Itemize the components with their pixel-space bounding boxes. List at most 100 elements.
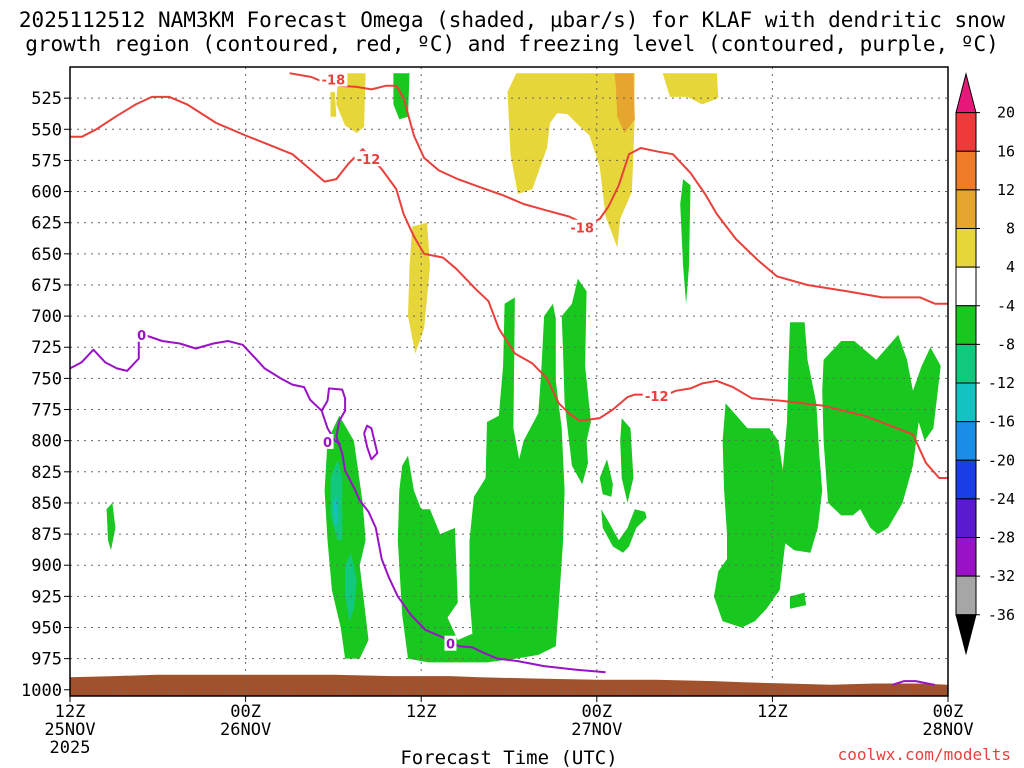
colorbar-label-11: -28 [988,529,1015,547]
y-tick-label-14: 875 [31,525,62,545]
freezing-contour-label-3-bg [444,635,457,651]
colorbar-bin-6 [955,305,977,345]
colorbar-bin-4 [955,228,977,268]
colorbar-label-12: -32 [988,567,1015,585]
colorbar-label-10: -24 [988,490,1015,508]
x-tick-label-5: 00Z [933,702,964,722]
dgz-contour-label-3-bg [319,71,348,87]
y-tick-label-13: 850 [31,494,62,514]
dgz-contour-label-4-bg [568,219,597,235]
y-tick-label-4: 625 [31,214,62,234]
y-tick-label-18: 975 [31,650,62,670]
omega-region-19 [744,440,755,460]
colorbar-label-6: -8 [997,335,1015,353]
dgz-contour-label-2: -12 [645,390,669,405]
freezing-contour-label-2: 0 [323,436,332,451]
omega-region-11 [397,297,565,663]
x-tick-date-0: 25NOV [44,720,95,740]
colorbar-label-3: 8 [1006,220,1015,238]
x-tick-date-5: 28NOV [922,720,973,740]
colorbar-bin-1 [955,112,977,152]
y-tick-label-17: 950 [31,618,62,638]
colorbar-label-7: -12 [988,374,1015,392]
x-tick-date-1: 26NOV [220,720,271,740]
freezing-contour-label-3: 0 [446,638,455,653]
plot-area: -12 -12 -18 -18 0 0 0 [69,66,949,697]
omega-region-23 [333,496,338,528]
colorbar-label-13: -36 [988,606,1015,624]
omega-region-5 [330,91,337,117]
plot-frame [69,66,949,697]
colorbar-label-1: 16 [997,142,1015,160]
freezing-contour-label-2-bg [321,433,334,449]
x-tick-year-0: 2025 [50,738,91,758]
omega-region-12 [561,278,591,485]
colorbar-bin-9 [955,421,977,461]
y-axis-ticks: 525 550 575 600 625 650 675 700 725 750 775 800 825 8… [21,89,70,701]
omega-region-14 [620,418,634,503]
colorbar-label-8: -16 [988,413,1015,431]
omega-region-8 [680,179,691,304]
freezing-contour-3 [892,680,935,686]
freezing-contour-label-1-bg [135,326,148,342]
omega-region-22 [345,552,357,622]
colorbar-bin-11 [955,498,977,538]
y-tick-label-9: 750 [31,369,62,389]
x-tick-label-4: 12Z [757,702,788,722]
colorbar-bin-13 [955,575,977,616]
y-tick-label-19: 1000 [21,681,62,701]
x-tick-label-2: 12Z [406,702,437,722]
colorbar-bin-7 [955,343,977,384]
colorbar: 20 16 12 8 4 -4 -8 -12 -16 -20 -24 -28 -32 -36 [955,72,1015,656]
x-tick-date-3: 27NOV [571,720,622,740]
colorbar-bin-12 [955,537,977,577]
y-tick-label-0: 525 [31,89,62,109]
omega-region-4 [408,222,430,354]
y-tick-label-6: 675 [31,276,62,296]
colorbar-label-4: 4 [1006,258,1015,276]
y-tick-label-8: 725 [31,338,62,358]
y-tick-label-15: 900 [31,556,62,576]
y-tick-label-10: 775 [31,401,62,421]
colorbar-bin-14 [955,614,977,656]
freezing-contour-2 [363,424,379,461]
colorbar-label-0: 20 [997,104,1015,122]
omega-region-6 [614,73,635,133]
colorbar-label-5: -4 [997,297,1015,315]
omega-region-18 [713,403,805,628]
omega-region-15 [599,459,613,497]
y-tick-label-11: 800 [31,432,62,452]
omega-region-17 [822,334,941,535]
dgz-contour-label-1-bg [354,151,383,167]
omega-region-2 [662,73,719,105]
credit-label: coolwx.com/modelts [838,745,1011,764]
x-tick-label-3: 00Z [581,702,612,722]
x-tick-label-1: 00Z [230,702,261,722]
omega-region-13 [601,509,647,553]
chart-title-line1: 2025112512 NAM3KM Forecast Omega (shaded… [19,8,1006,32]
y-tick-label-3: 600 [31,183,62,203]
y-tick-label-1: 550 [31,120,62,140]
omega-region-9 [106,502,116,551]
colorbar-bin-8 [955,382,977,423]
plot-clip-group: -12 -12 -18 -18 0 0 0 [70,67,948,696]
omega-region-20 [790,592,807,609]
ground-terrain [70,674,948,696]
x-tick-label-0: 12Z [55,702,86,722]
y-tick-label-2: 575 [31,151,62,171]
dgz-contour-0 [70,95,948,479]
y-tick-label-16: 925 [31,587,62,607]
dgz-contour-label-4: -18 [570,222,594,237]
colorbar-bin-2 [955,150,977,191]
x-axis-title: Forecast Time (UTC) [400,747,617,768]
dgz-contour-label-1: -12 [357,153,381,168]
y-tick-label-5: 650 [31,245,62,265]
colorbar-bin-3 [955,189,977,229]
colorbar-bin-5 [955,266,977,307]
freezing-contour-label-1: 0 [137,329,146,344]
dgz-contour-label-2-bg [642,387,671,403]
colorbar-label-2: 12 [997,181,1015,199]
colorbar-label-9: -20 [988,451,1015,469]
